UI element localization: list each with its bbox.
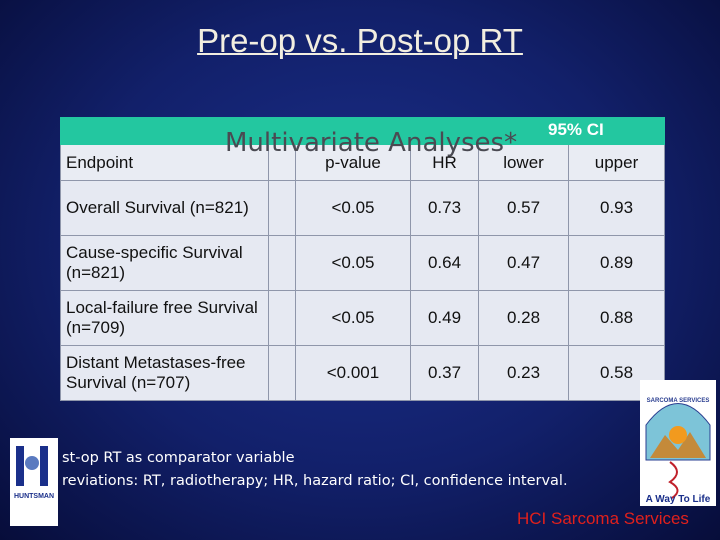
overlay-title: Multivariate Analyses* (225, 128, 518, 158)
results-table: Endpoint p-value HR lower upper Overall … (60, 117, 665, 401)
value-cell: 0.23 (478, 345, 569, 401)
right-logo-top: SARCOMA SERVICES (647, 398, 710, 404)
table-row: Local-failure free Survival (n=709) <0.05… (60, 290, 665, 346)
value-cell: 0.47 (478, 235, 569, 291)
value-cell: 0.28 (478, 290, 569, 346)
table-row: Overall Survival (n=821) <0.05 0.73 0.57 0.9… (60, 180, 665, 236)
footnote: st-op RT as comparator variable (62, 450, 295, 466)
spacer-cell (268, 180, 296, 236)
left-logo: HUNTSMAN (10, 438, 58, 526)
band-row (60, 117, 665, 145)
endpoint-cell: Distant Metastases-free Survival (n=707) (60, 345, 269, 401)
value-cell: 0.57 (478, 180, 569, 236)
footnote: reviations: RT, radiotherapy; HR, hazard… (62, 473, 568, 489)
header-cell: upper (568, 144, 665, 181)
value-cell: <0.05 (295, 290, 411, 346)
value-cell: 0.64 (410, 235, 479, 291)
header-cell: p-value (295, 144, 411, 181)
value-cell: <0.05 (295, 180, 411, 236)
table-row: Cause-specific Survival (n=821) <0.05 0.64… (60, 235, 665, 291)
endpoint-cell: Overall Survival (n=821) (60, 180, 269, 236)
endpoint-cell: Cause-specific Survival (n=821) (60, 235, 269, 291)
value-cell: 0.58 (568, 345, 665, 401)
value-cell: 0.88 (568, 290, 665, 346)
value-cell: 0.93 (568, 180, 665, 236)
spacer-cell (268, 144, 296, 181)
ci-header: 95% CI (548, 120, 604, 139)
value-cell: 0.73 (410, 180, 479, 236)
brand: HCI Sarcoma Services (517, 509, 689, 528)
header-cell: HR (410, 144, 479, 181)
value-cell: <0.001 (295, 345, 411, 401)
left-logo-text: HUNTSMAN (14, 493, 54, 500)
value-cell: 0.89 (568, 235, 665, 291)
value-cell: 0.37 (410, 345, 479, 401)
value-cell: 0.49 (410, 290, 479, 346)
right-logo-bottom: A Way To Life (646, 494, 711, 505)
header-cell: lower (478, 144, 569, 181)
band (60, 117, 665, 145)
title: Pre-op vs. Post-op RT (197, 22, 523, 59)
spacer-cell (268, 235, 296, 291)
endpoint-cell: Local-failure free Survival (n=709) (60, 290, 269, 346)
spacer-cell (268, 345, 296, 401)
table-row: Distant Metastases-free Survival (n=707)… (60, 345, 665, 401)
value-cell: <0.05 (295, 235, 411, 291)
right-logo: SARCOMA SERVICES A Way To Life (640, 380, 716, 506)
spacer-cell (268, 290, 296, 346)
